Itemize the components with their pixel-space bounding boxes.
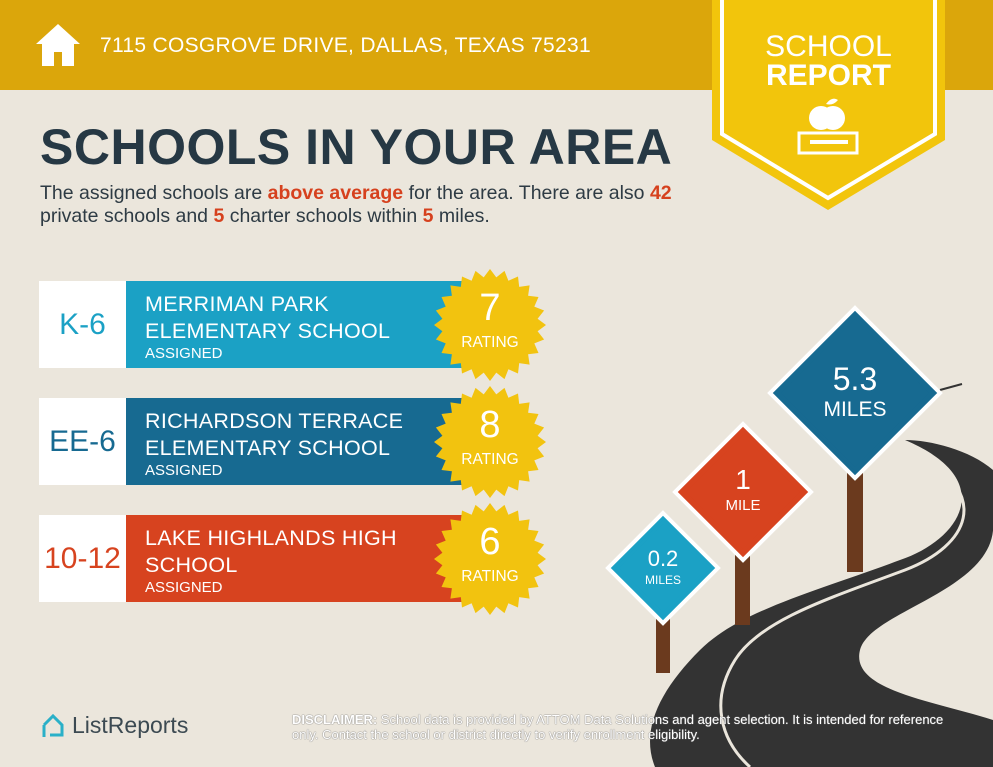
- distance-value: 1: [735, 464, 751, 495]
- distance-sign: [672, 421, 814, 563]
- rating-seal-icon: [434, 386, 546, 498]
- sign-pole: [735, 540, 750, 625]
- assignment-status: ASSIGNED: [145, 345, 223, 362]
- school-info: MERRIMAN PARK ELEMENTARY SCHOOL ASSIGNED: [126, 281, 471, 368]
- distance-value: 5.3: [832, 361, 878, 397]
- sign-pole: [847, 470, 863, 572]
- rating-label: RATING: [461, 568, 519, 585]
- distance-unit: MILES: [644, 573, 681, 587]
- distance-unit: MILES: [823, 398, 887, 421]
- grade-range: K-6: [39, 281, 126, 368]
- sign-label: 0.2 MILES: [613, 546, 713, 588]
- rating-label: RATING: [461, 334, 519, 351]
- disclaimer: DISCLAIMER: School data is provided by A…: [292, 712, 944, 742]
- assignment-status: ASSIGNED: [145, 579, 223, 596]
- school-row: EE-6 RICHARDSON TERRACE ELEMENTARY SCHOO…: [39, 386, 559, 498]
- grade-range: 10-12: [39, 515, 126, 602]
- school-name-line1: LAKE HIGHLANDS HIGH: [145, 526, 397, 550]
- school-report-badge: [712, 0, 945, 210]
- rating-seal-icon: [434, 269, 546, 381]
- school-name-line2: SCHOOL: [145, 553, 238, 577]
- school-row: 10-12 LAKE HIGHLANDS HIGH SCHOOL ASSIGNE…: [39, 503, 559, 615]
- distance-sign: [605, 510, 721, 626]
- distance-unit: MILE: [725, 497, 761, 514]
- badge-line2: REPORT: [765, 59, 891, 92]
- distance-sign: [767, 305, 943, 481]
- property-address: 7115 COSGROVE DRIVE, DALLAS, TEXAS 75231: [100, 34, 591, 57]
- listreports-logo-icon: [42, 713, 64, 737]
- school-name-line1: MERRIMAN PARK: [145, 292, 329, 316]
- school-info: LAKE HIGHLANDS HIGH SCHOOL ASSIGNED: [126, 515, 471, 602]
- distance-value: 0.2: [647, 546, 679, 571]
- rating-value: 6: [479, 521, 501, 563]
- school-name-line2: ELEMENTARY SCHOOL: [145, 319, 391, 343]
- school-name-line2: ELEMENTARY SCHOOL: [145, 436, 391, 460]
- school-info: RICHARDSON TERRACE ELEMENTARY SCHOOL ASS…: [126, 398, 471, 485]
- rating-value: 8: [479, 404, 501, 446]
- page-title: SCHOOLS IN YOUR AREA: [40, 119, 673, 175]
- house-icon: [36, 24, 80, 66]
- assignment-status: ASSIGNED: [145, 462, 223, 479]
- apple-on-book-icon: [797, 98, 859, 155]
- school-name-line1: RICHARDSON TERRACE: [145, 409, 404, 433]
- school-row: K-6 MERRIMAN PARK ELEMENTARY SCHOOL ASSI…: [39, 269, 559, 381]
- badge-line1: SCHOOL: [765, 30, 892, 63]
- rating-label: RATING: [461, 451, 519, 468]
- summary-text: The assigned schools are above average f…: [40, 182, 672, 227]
- grade-range: EE-6: [39, 398, 126, 485]
- sign-label: 1 MILE: [693, 464, 793, 515]
- rating-seal-icon: [434, 503, 546, 615]
- sign-label: 5.3 MILES: [805, 363, 905, 422]
- listreports-logo: ListReports: [40, 712, 188, 739]
- rating-value: 7: [479, 287, 501, 329]
- logo-text: ListReports: [72, 712, 189, 738]
